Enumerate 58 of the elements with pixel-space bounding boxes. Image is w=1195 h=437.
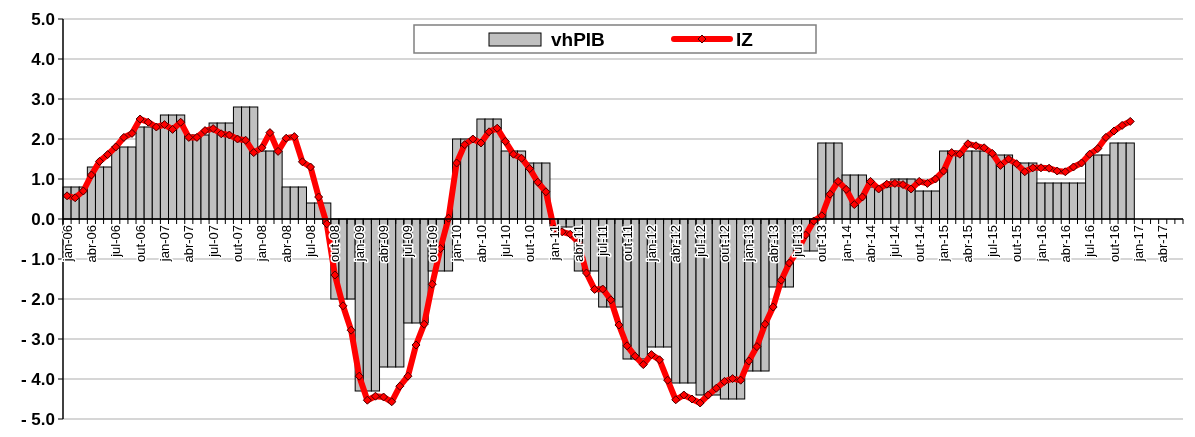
x-tick-label: out-06	[132, 225, 148, 262]
x-tick-label: jul-08	[303, 225, 319, 258]
x-tick-label: out-10	[522, 225, 538, 262]
x-tick-label: jan-06	[59, 225, 75, 263]
y-tick-label: - 3.0	[20, 329, 55, 349]
x-tick-label: out-12	[717, 225, 732, 262]
y-tick-label: 3.0	[31, 89, 55, 109]
y-tick-label: 0.0	[31, 209, 55, 229]
x-tick-label: abr-10	[473, 225, 489, 263]
x-tick-label: jan-08	[254, 225, 270, 263]
y-tick-label: 4.0	[31, 49, 55, 69]
legend-label: vhPIB	[551, 28, 605, 50]
x-tick-label: jan-11	[546, 225, 562, 262]
x-tick-label: abr-14	[863, 225, 879, 263]
x-tick-label: abr-15	[960, 225, 976, 263]
x-tick-label: out-16	[1106, 225, 1122, 262]
x-tick-label: out-09	[424, 225, 440, 262]
x-tick-label: abr-11	[570, 225, 586, 262]
x-tick-label: jul-15	[984, 225, 1000, 258]
x-tick-label: jan-09	[351, 225, 367, 263]
x-tick-label: jul-09	[400, 225, 416, 258]
y-tick-label: - 1.0	[20, 249, 55, 269]
y-tick-label: 5.0	[31, 9, 55, 29]
x-tick-label: jan-14	[838, 225, 854, 263]
legend-label: IZ	[736, 28, 754, 50]
y-tick-label: - 4.0	[20, 369, 55, 389]
x-tick-label: abr-08	[278, 225, 294, 263]
x-tick-label: out-14	[911, 225, 927, 262]
x-tick-label: out-15	[1009, 225, 1025, 262]
x-tick-label: out-07	[230, 225, 246, 262]
x-tick-label: abr-17	[1155, 225, 1171, 263]
x-tick-label: jul-07	[205, 225, 221, 258]
x-tick-label: jan-16	[1033, 225, 1049, 263]
x-tick-label: abr-07	[181, 225, 197, 263]
x-tick-label: out-11	[619, 225, 635, 261]
x-tick-label: abr-12	[668, 225, 684, 263]
x-tick-label: abr-09	[376, 225, 392, 263]
x-tick-label: abr-16	[1057, 225, 1073, 263]
x-tick-label: jan-17	[1130, 225, 1146, 263]
y-tick-label: - 5.0	[20, 409, 55, 429]
x-tick-label: abr-13	[765, 225, 781, 263]
x-tick-label: jul-14	[887, 225, 903, 258]
x-tick-label: jul-06	[108, 225, 124, 258]
x-tick-label: out-08	[327, 225, 343, 262]
x-tick-label: jan-07	[157, 225, 172, 263]
x-tick-label: jul-10	[497, 225, 513, 258]
x-tick-label: jan-15	[936, 225, 952, 263]
x-tick-label: jul-16	[1082, 225, 1098, 258]
y-tick-label: - 2.0	[20, 289, 55, 309]
x-tick-label: out-13	[814, 225, 830, 262]
y-tick-label: 2.0	[31, 129, 55, 149]
y-tick-label: 1.0	[31, 169, 55, 189]
x-tick-label: jan-13	[741, 225, 757, 263]
x-tick-label: jul-12	[692, 225, 708, 258]
x-tick-label: jul-11	[595, 225, 611, 257]
x-tick-label: jan-10	[449, 225, 465, 263]
x-tick-label: abr-06	[83, 225, 99, 263]
x-tick-label: jul-13	[790, 225, 806, 258]
